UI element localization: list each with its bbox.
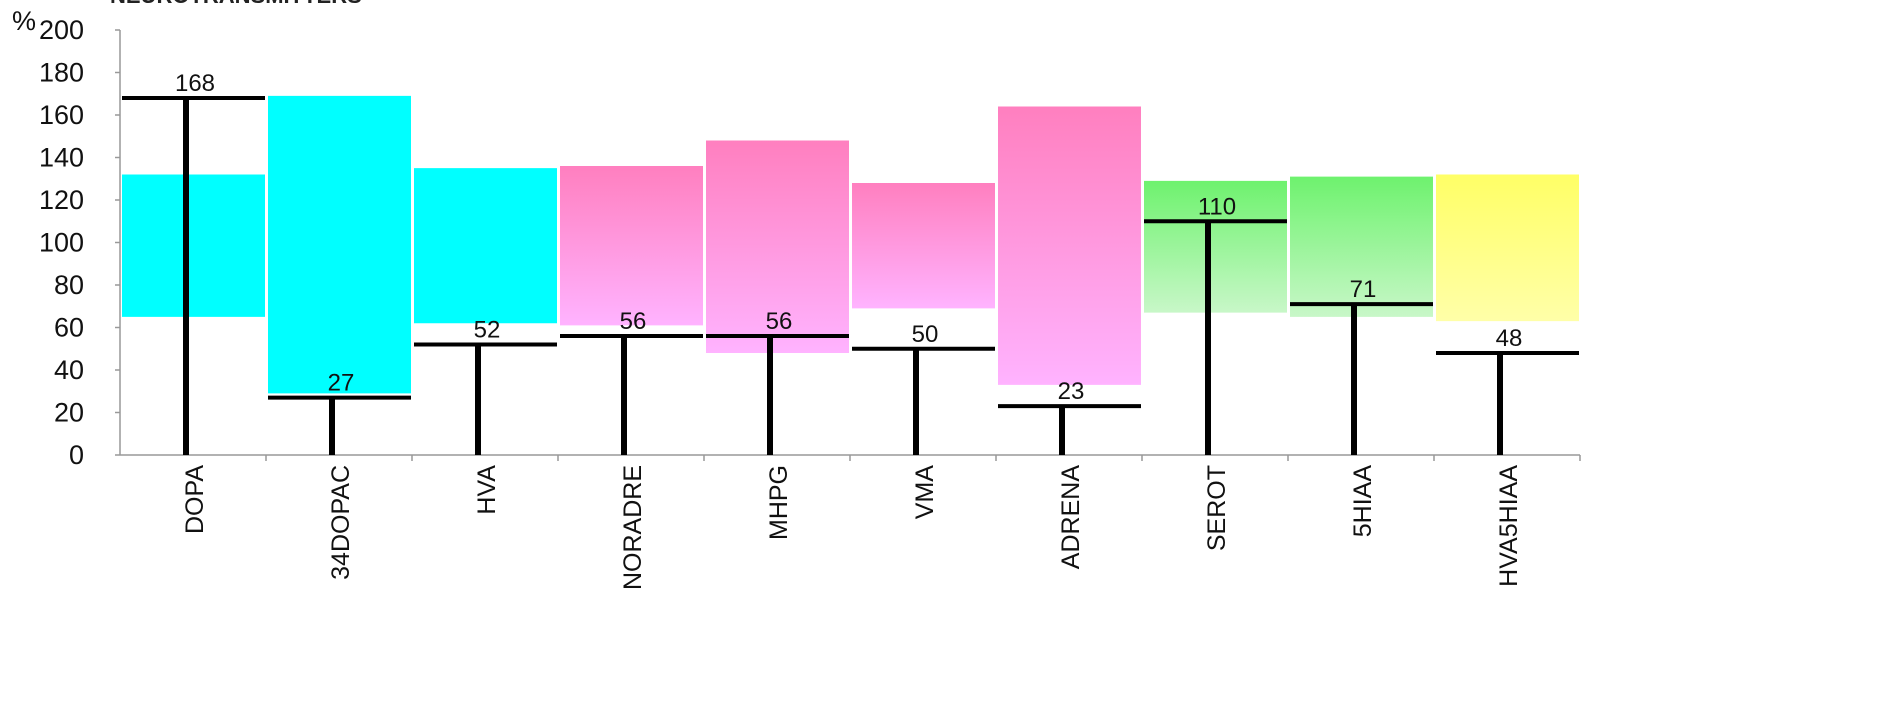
reference-band-noradre [560,166,703,326]
value-label-5hiaa: 71 [1350,276,1377,303]
axes: 0 20 40 60 80 100 120 140 160 180 200 [39,15,1581,470]
category-label-noradre: NORADRE [619,465,647,590]
y-tick-label: 200 [39,15,84,45]
chart-title: NEUROTRANSMITTERS [110,0,362,8]
reference-band-34dopac [268,95,411,394]
y-tick-label: 0 [69,440,84,470]
value-label-serot: 110 [1198,193,1236,220]
reference-band-vma [852,183,995,309]
category-label-mhpg: MHPG [765,465,793,540]
y-tick-label: 100 [39,228,84,258]
category-label-dopa: DOPA [181,465,209,534]
value-label-vma: 50 [912,321,939,348]
category-label-serot: SEROT [1203,465,1231,551]
y-unit-label: % [12,6,36,36]
reference-band-hva5hiaa [1436,174,1579,322]
y-tick-label: 160 [39,100,84,130]
y-tick-label: 140 [39,143,84,173]
reference-band-dopa [122,174,265,317]
reference-bands [122,95,1579,394]
category-label-hva: HVA [473,465,501,515]
category-label-34dopac: 34DOPAC [327,465,355,580]
y-tick-label: 40 [54,355,84,385]
reference-band-5hiaa [1290,176,1433,317]
value-label-hva5hiaa: 48 [1496,325,1523,352]
reference-band-mhpg [706,140,849,353]
value-label-noradre: 56 [620,308,647,335]
y-tick-label: 180 [39,58,84,88]
value-label-adrena: 23 [1058,378,1085,405]
value-label-hva: 52 [474,317,501,344]
labels: 168 DOPA 27 34DOPAC 52 HVA 56 NORADRE 56 MHPG 50 VM… [175,70,1523,590]
category-label-hva5hiaa: HVA5HIAA [1495,465,1523,587]
value-label-34dopac: 27 [328,370,355,397]
y-tick-label: 60 [54,313,84,343]
y-tick-label: 80 [54,270,84,300]
y-tick-label: 120 [39,185,84,215]
category-label-vma: VMA [911,465,939,520]
reference-band-hva [414,168,557,324]
y-tick-label: 20 [54,398,84,428]
value-label-dopa: 168 [175,70,215,97]
value-markers [122,96,1579,455]
reference-band-serot [1144,180,1287,313]
value-label-mhpg: 56 [766,308,793,335]
category-label-5hiaa: 5HIAA [1349,465,1377,538]
category-label-adrena: ADRENA [1057,465,1085,570]
reference-band-adrena [998,106,1141,385]
